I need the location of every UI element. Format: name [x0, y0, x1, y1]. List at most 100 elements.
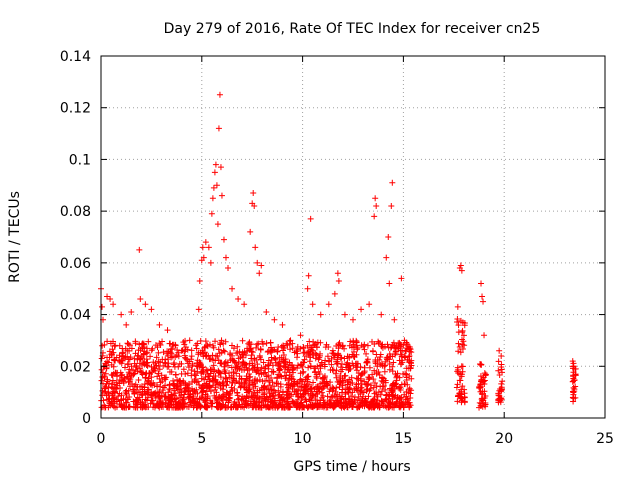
data-point [498, 352, 505, 359]
data-point [261, 389, 268, 396]
data-point [374, 363, 381, 370]
data-point [119, 350, 126, 357]
data-point [480, 298, 487, 305]
data-point [211, 169, 218, 176]
data-point [225, 265, 232, 272]
data-point [458, 373, 465, 380]
data-point [285, 384, 292, 391]
data-point [375, 340, 382, 347]
data-point [388, 202, 395, 209]
data-point [155, 370, 162, 377]
data-point [377, 351, 384, 358]
data-point [370, 376, 377, 383]
data-point [456, 343, 463, 350]
data-point [178, 382, 185, 389]
data-point [197, 337, 204, 344]
data-point [194, 363, 201, 370]
data-point [478, 361, 485, 368]
data-point [325, 344, 332, 351]
data-point [210, 344, 217, 351]
data-point [230, 357, 237, 364]
data-point [148, 306, 155, 313]
data-point [297, 370, 304, 377]
data-point [331, 290, 338, 297]
data-point [244, 400, 251, 407]
data-point [406, 345, 413, 352]
y-tick-label: 0 [82, 411, 91, 427]
data-point [178, 392, 185, 399]
data-point [308, 386, 315, 393]
data-point [378, 399, 385, 406]
x-tick-label: 25 [596, 431, 614, 447]
data-point [208, 400, 215, 407]
data-point [349, 380, 356, 387]
data-point [103, 362, 110, 369]
data-point [307, 215, 314, 222]
data-point [386, 360, 393, 367]
data-point [182, 385, 189, 392]
data-point [221, 367, 228, 374]
data-point [477, 361, 484, 368]
data-point [267, 339, 274, 346]
data-point [264, 403, 271, 410]
data-point [392, 381, 399, 388]
data-point [341, 311, 348, 318]
data-point [245, 340, 252, 347]
data-point [406, 352, 413, 359]
data-point [393, 342, 400, 349]
data-point [149, 391, 156, 398]
data-point [202, 338, 209, 345]
data-point [262, 363, 269, 370]
data-point [270, 368, 277, 375]
data-point [122, 353, 129, 360]
data-point [378, 311, 385, 318]
data-point [332, 370, 339, 377]
data-point [280, 351, 287, 358]
data-point [315, 356, 322, 363]
data-point [113, 404, 120, 411]
data-point [330, 350, 337, 357]
data-point [478, 390, 485, 397]
data-point [378, 360, 385, 367]
data-point [309, 401, 316, 408]
data-point [233, 350, 240, 357]
data-point [312, 340, 319, 347]
data-point [403, 377, 410, 384]
data-point [338, 361, 345, 368]
data-point [326, 388, 333, 395]
x-tick-label: 10 [294, 431, 312, 447]
data-point [254, 259, 261, 266]
data-point [203, 352, 210, 359]
data-point [303, 374, 310, 381]
data-point [217, 360, 224, 367]
data-point [189, 398, 196, 405]
data-point [397, 395, 404, 402]
data-point [353, 342, 360, 349]
data-point [276, 367, 283, 374]
data-point [265, 372, 272, 379]
data-points [98, 91, 579, 411]
data-point [365, 374, 372, 381]
data-point [370, 348, 377, 355]
data-point [137, 296, 144, 303]
data-point [268, 354, 275, 361]
data-point [272, 359, 279, 366]
data-point [258, 371, 265, 378]
y-axis-title: ROTI / TECUs [7, 191, 23, 283]
data-point [336, 381, 343, 388]
data-point [363, 359, 370, 366]
data-point [572, 383, 579, 390]
data-point [188, 353, 195, 360]
data-point [219, 380, 226, 387]
data-point [174, 347, 181, 354]
data-point [203, 395, 210, 402]
data-point [184, 370, 191, 377]
data-point [135, 377, 142, 384]
data-point [395, 345, 402, 352]
data-point [195, 306, 202, 313]
data-point [481, 332, 488, 339]
data-point [225, 397, 232, 404]
data-point [196, 359, 203, 366]
data-point [406, 402, 413, 409]
data-point [381, 368, 388, 375]
